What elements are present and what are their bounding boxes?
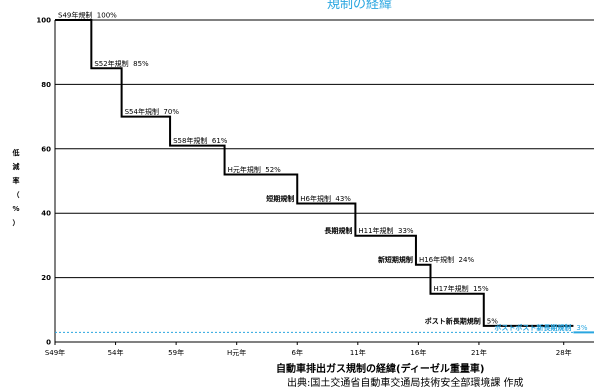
y-tick-label-80: 80: [41, 81, 51, 89]
chart-top-title: 規制の経緯: [327, 0, 392, 12]
step-label-0-6: H11年規制 33%: [358, 226, 414, 235]
x-tick-label-3: H元年: [227, 348, 246, 357]
y-tick-label-20: 20: [41, 274, 51, 282]
step-label-0-1: S52年規制 85%: [94, 59, 149, 68]
series-0-line: [55, 19, 574, 327]
step-annotations: S49年規制 100% S52年規制 85% S54年規制 70% S58年規制 61…: [58, 11, 588, 332]
y-axis-label-char-0: 低: [12, 148, 20, 157]
y-axis-label: 低減率 （% ）: [12, 148, 20, 227]
step-prefix-0-9: ポスト新長期規制: [425, 316, 481, 325]
x-tick-label-7: 21年: [471, 348, 487, 357]
y-axis-label-char-2: 率: [13, 176, 20, 185]
step-label-0-4: H元年規制 52%: [228, 165, 282, 174]
series-lines: [55, 19, 594, 334]
step-label-0-7: H16年規制 24%: [419, 255, 475, 264]
gridlines: [55, 19, 594, 279]
x-tick-label-4: 6年: [292, 348, 303, 357]
x-tick-label-6: 16年: [410, 348, 426, 357]
x-axis-title: 自動車排出ガス規制の経緯(ディーゼル重量車): [276, 362, 484, 375]
x-tick-label-2: 59年: [168, 348, 184, 357]
y-axis-label-char-5: ）: [13, 219, 20, 227]
x-tick-label-0: S49年: [45, 348, 65, 357]
step-label-0-9: 5%: [487, 317, 498, 325]
step-label-1-0: 3%: [576, 324, 587, 332]
y-axis-label-char-3: （: [13, 191, 20, 199]
step-prefix-1-0: ポストポスト新長期規制: [494, 323, 571, 332]
y-axis-label-char-4: %: [12, 205, 19, 213]
y-tick-labels: 0 20 40 60 80 100: [36, 17, 51, 347]
y-axis-label-char-1: 減: [13, 162, 20, 171]
y-tick-label-60: 60: [41, 145, 51, 153]
step-label-0-5: H6年規制 43%: [300, 194, 351, 203]
x-tick-label-5: 11年: [350, 348, 366, 357]
source-caption: 出典:国土交通省自動車交通局技術安全部環境課 作成: [287, 376, 524, 389]
y-tick-label-0: 0: [46, 339, 51, 347]
step-label-0-8: H17年規制 15%: [433, 284, 489, 293]
x-tick-label-8: 28年: [556, 348, 572, 357]
x-tick-label-1: 54年: [108, 348, 124, 357]
x-tick-labels: S49年 54年 59年 H元年 6年 11年 16年 21年 28年: [45, 348, 572, 357]
step-label-0-3: S58年規制 61%: [173, 136, 228, 145]
step-prefix-0-5: 短期規制: [266, 194, 294, 203]
step-label-0-0: S49年規制 100%: [58, 11, 117, 20]
y-tick-label-100: 100: [36, 17, 51, 25]
step-prefix-0-6: 長期規制: [324, 226, 352, 235]
step-label-0-2: S54年規制 70%: [125, 107, 180, 116]
y-tick-label-40: 40: [41, 210, 51, 218]
axes: [54, 20, 594, 345]
step-prefix-0-7: 新短期規制: [378, 255, 413, 264]
